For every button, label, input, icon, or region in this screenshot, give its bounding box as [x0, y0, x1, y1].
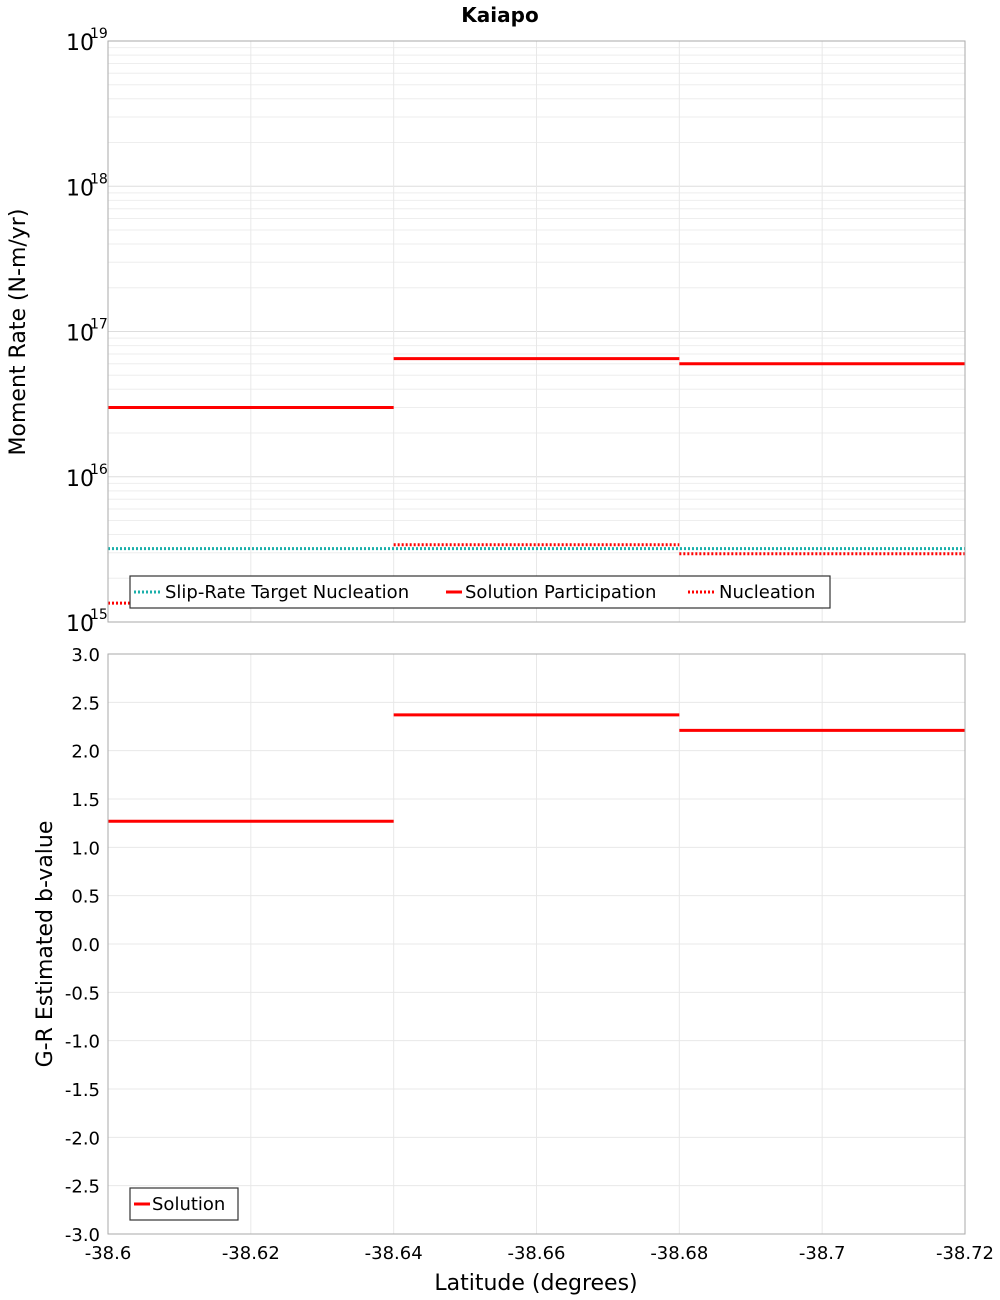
bvalue-y-tick-label: -0.5	[65, 983, 100, 1004]
legend-label-slip-rate-target: Slip-Rate Target Nucleation	[165, 582, 409, 603]
moment-y-tick-base: 10	[66, 467, 94, 492]
x-tick-label: -38.68	[650, 1243, 708, 1264]
x-tick-label: -38.66	[507, 1243, 565, 1264]
moment-y-tick-exponent: 17	[90, 317, 108, 333]
moment-y-tick-base: 10	[66, 31, 94, 56]
x-tick-label: -38.64	[365, 1243, 423, 1264]
legend-label-nucleation: Nucleation	[719, 582, 815, 603]
moment-y-tick-exponent: 16	[90, 462, 108, 478]
bvalue-plot: 3.0 2.5 2.0 1.5 1.0 0.5 0.0 -0.5 -1.0 -1.5 -2.0 -2.…	[33, 645, 994, 1296]
bvalue-y-tick-label: 0.5	[71, 887, 100, 908]
bvalue-y-ticks: 3.0 2.5 2.0 1.5 1.0 0.5 0.0 -0.5 -1.0 -1.5 -2.0 -2.…	[65, 645, 100, 1246]
x-tick-label: -38.62	[222, 1243, 280, 1264]
bvalue-y-tick-label: 0.0	[71, 935, 100, 956]
bvalue-plot-frame	[107, 653, 966, 1235]
bvalue-y-tick-label: -1.5	[65, 1080, 100, 1101]
legend-label-solution-participation: Solution Participation	[465, 582, 656, 603]
moment-y-tick-exponent: 18	[90, 171, 108, 187]
x-ticks: -38.6 -38.62 -38.64 -38.66 -38.68 -38.7 -38.72	[85, 1243, 994, 1264]
bvalue-y-axis-label: G-R Estimated b-value	[33, 821, 58, 1068]
bvalue-y-tick-label: 2.5	[71, 693, 100, 714]
bvalue-y-tick-label: -3.0	[65, 1225, 100, 1246]
moment-y-tick-exponent: 19	[90, 26, 108, 42]
bvalue-y-tick-label: 1.5	[71, 790, 100, 811]
legend-label-solution: Solution	[152, 1194, 225, 1215]
bvalue-legend: Solution	[129, 1187, 239, 1221]
bvalue-series	[108, 713, 965, 823]
x-tick-label: -38.7	[799, 1243, 846, 1264]
moment-y-tick-base: 10	[66, 322, 94, 347]
moment-plot-frame	[107, 40, 966, 623]
x-tick-label: -38.72	[936, 1243, 994, 1264]
bvalue-y-tick-label: 2.0	[71, 742, 100, 763]
moment-y-tick-exponent: 15	[90, 607, 108, 623]
bvalue-y-tick-label: -2.5	[65, 1177, 100, 1198]
bvalue-y-tick-label: -1.0	[65, 1032, 100, 1053]
chart-title: Kaiapo	[461, 3, 538, 27]
moment-legend: Slip-Rate Target Nucleation Solution Par…	[129, 575, 831, 609]
bvalue-y-tick-label: -2.0	[65, 1128, 100, 1149]
moment-y-tick-base: 10	[66, 612, 94, 637]
x-axis-label: Latitude (degrees)	[434, 1271, 637, 1296]
bvalue-y-tick-label: 3.0	[71, 645, 100, 666]
moment-series	[108, 357, 965, 605]
bvalue-y-tick-label: 1.0	[71, 838, 100, 859]
x-tick-label: -38.6	[85, 1243, 132, 1264]
moment-y-tick-base: 10	[66, 176, 94, 201]
moment-y-axis-label: Moment Rate (N-m/yr)	[6, 209, 31, 456]
